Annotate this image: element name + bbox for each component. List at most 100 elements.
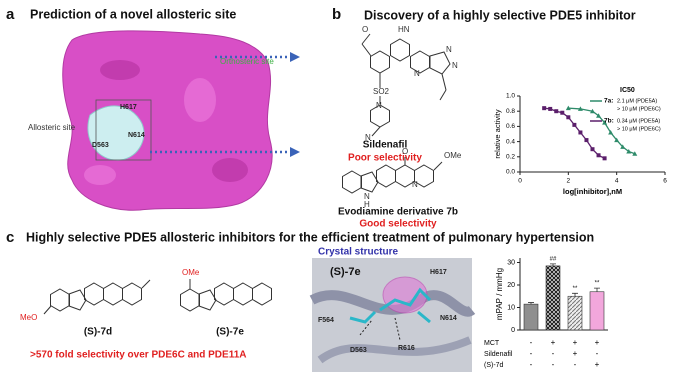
- error-bar: [550, 263, 556, 266]
- y-tick-label: 1.0: [506, 93, 515, 100]
- data-point: [548, 106, 553, 111]
- legend-title: IC50: [620, 87, 635, 94]
- legend-ic50: 0.34 μM (PDE5A): [617, 118, 660, 124]
- y-tick-label: 0.2: [506, 154, 515, 161]
- residue: H617: [430, 269, 447, 276]
- series-line: [568, 107, 636, 155]
- data-point: [632, 151, 638, 156]
- error-bar: [528, 302, 534, 305]
- data-point: [590, 108, 595, 114]
- treatment-label: (S)-7d: [484, 362, 504, 369]
- residue: D563: [350, 347, 367, 354]
- data-point: [602, 120, 608, 125]
- bar: [545, 265, 561, 331]
- y-axis-label: relative activity: [493, 109, 502, 158]
- atom: HN: [398, 25, 410, 34]
- data-point: [596, 153, 601, 158]
- panel-label: c: [6, 229, 14, 246]
- substituent: OMe: [182, 268, 200, 277]
- crystal-structure-image: [309, 258, 476, 372]
- y-tick-label: 10: [507, 304, 515, 311]
- dose-response-chart: 0.0 0.2 0.4 0.6 0.8 1.0 0 2 4 6 log[inhibitor],nM r…: [493, 87, 667, 196]
- residue: F564: [318, 317, 334, 324]
- atom: N: [364, 192, 370, 201]
- x-tick-label: 2: [567, 178, 571, 185]
- orthosteric-label: Orthosteric site: [220, 57, 274, 66]
- y-axis-label: mPAP / mmHg: [495, 268, 504, 320]
- residue: R616: [398, 345, 415, 352]
- atom: O: [402, 147, 408, 156]
- series-line: [544, 107, 605, 159]
- x-tick-label: 0: [518, 178, 522, 185]
- legend-ic50: > 10 μM (PDE6C): [617, 126, 661, 132]
- data-point: [602, 156, 607, 161]
- x-tick-label: 4: [615, 178, 619, 185]
- treatment-sign: -: [552, 349, 555, 358]
- arrows: [150, 52, 300, 157]
- atom: N: [446, 45, 452, 54]
- bar: [567, 295, 583, 331]
- panel-title: Highly selective PDE5 allosteric inhibit…: [26, 230, 594, 244]
- treatment-label: MCT: [484, 340, 500, 347]
- x-tick-label: 6: [663, 178, 667, 185]
- residue: D563: [92, 142, 109, 149]
- significance: **: [573, 286, 578, 292]
- data-point: [596, 113, 602, 118]
- panel-label: a: [6, 6, 15, 23]
- treatment-sign: -: [574, 360, 577, 369]
- panel-title: Discovery of a highly selective PDE5 inh…: [364, 8, 636, 22]
- data-point: [608, 129, 614, 135]
- atom: N: [412, 180, 418, 189]
- y-tick-label: 0.8: [506, 108, 515, 115]
- crystal-title: Crystal structure: [318, 247, 398, 258]
- data-point: [590, 147, 595, 152]
- bar: [523, 303, 539, 331]
- substituent: MeO: [20, 313, 37, 322]
- treatment-sign: +: [573, 349, 578, 358]
- selectivity-text: >570 fold selectivity over PDE6C and PDE…: [30, 350, 246, 361]
- atom: N: [414, 69, 420, 78]
- data-point: [554, 109, 559, 114]
- protein-surface: [62, 30, 273, 211]
- data-point: [584, 138, 589, 143]
- data-point: [565, 105, 571, 111]
- treatment-sign: +: [551, 338, 556, 347]
- panel-title: Prediction of a novel allosteric site: [30, 7, 236, 21]
- data-point: [566, 115, 571, 120]
- compound-name: Evodiamine derivative 7b: [338, 207, 458, 218]
- residue: H617: [120, 104, 137, 111]
- error-bar: [572, 292, 578, 297]
- allosteric-label: Allosteric site: [28, 123, 76, 132]
- legend-entry: 7b:: [604, 118, 614, 125]
- atom: N: [452, 61, 458, 70]
- x-axis-label: log[inhibitor],nM: [563, 187, 622, 196]
- legend-ic50: > 10 μM (PDE6C): [617, 106, 661, 112]
- y-tick-label: 0.6: [506, 123, 515, 130]
- panel-label: b: [332, 6, 341, 23]
- legend-entry: 7a:: [604, 98, 613, 105]
- y-tick-label: 0: [511, 327, 515, 334]
- data-point: [560, 110, 565, 115]
- residue: N614: [128, 132, 145, 139]
- bar: [589, 291, 605, 331]
- selectivity-note: Good selectivity: [359, 219, 437, 230]
- compound-structures: [43, 279, 272, 315]
- atom: O: [362, 25, 368, 34]
- y-tick-label: 30: [507, 259, 515, 266]
- ligand-label: (S)-7e: [330, 266, 361, 278]
- treatment-sign: -: [530, 349, 533, 358]
- compound-name: Sildenafil: [363, 140, 408, 151]
- sildenafil-structure: [361, 33, 451, 137]
- treatment-sign: +: [595, 338, 600, 347]
- atom: N: [376, 101, 382, 110]
- compound-name: (S)-7d: [84, 327, 112, 338]
- data-point: [626, 148, 632, 154]
- data-point: [578, 130, 583, 135]
- data-point: [572, 122, 577, 127]
- atom: H: [364, 200, 370, 209]
- atom: OMe: [444, 151, 462, 160]
- data-point: [620, 144, 626, 149]
- data-point: [542, 106, 547, 111]
- significance: **: [595, 281, 600, 287]
- treatment-sign: -: [530, 360, 533, 369]
